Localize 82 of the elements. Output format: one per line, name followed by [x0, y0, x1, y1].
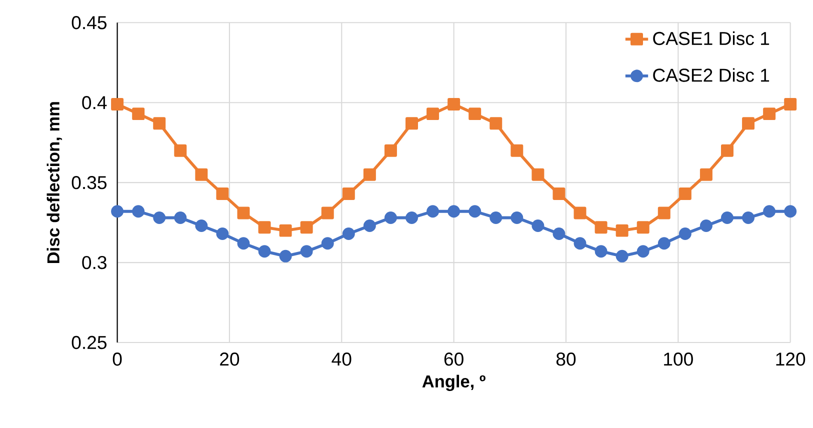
- point: [384, 144, 397, 157]
- point: [574, 237, 586, 250]
- point: [195, 220, 208, 232]
- point: [174, 144, 187, 157]
- point: [490, 212, 502, 224]
- point: [448, 205, 460, 218]
- point: [237, 206, 250, 220]
- point: [426, 205, 440, 218]
- point: [510, 144, 524, 157]
- point: [552, 228, 566, 240]
- point: [406, 212, 418, 224]
- point: [742, 117, 755, 130]
- point: [468, 205, 482, 218]
- point: [258, 221, 271, 234]
- point: [216, 188, 229, 200]
- point: [321, 206, 334, 220]
- x-tick-label: 100: [664, 352, 693, 366]
- point: [406, 117, 418, 130]
- y-tick-label: 0.25: [72, 336, 106, 350]
- x-tick-label: 120: [776, 352, 806, 366]
- point: [363, 168, 376, 181]
- point: [363, 220, 376, 232]
- point: [174, 212, 187, 224]
- point: [658, 237, 670, 250]
- point: [510, 212, 524, 224]
- point: [279, 250, 292, 262]
- x-axis-title: Angle, º: [422, 374, 486, 392]
- y-tick-label: 0.45: [72, 16, 106, 30]
- point: [153, 212, 166, 224]
- point: [216, 228, 229, 240]
- legend-label: CASE2 Disc 1: [653, 68, 770, 82]
- point: [426, 108, 440, 120]
- point: [700, 168, 712, 181]
- point: [153, 117, 166, 130]
- point: [574, 206, 586, 220]
- point: [195, 168, 208, 181]
- point: [237, 237, 250, 250]
- point: [678, 188, 692, 200]
- point: [448, 98, 460, 111]
- x-tick-label: 20: [220, 352, 240, 366]
- x-tick-label: 0: [112, 352, 122, 366]
- x-tick-label: 60: [444, 352, 464, 366]
- y-tick-label: 0.4: [82, 96, 107, 110]
- x-tick-label: 40: [332, 352, 352, 366]
- y-tick-label: 0.3: [82, 256, 106, 270]
- legend-label: CASE1 Disc 1: [653, 32, 770, 46]
- point: [532, 220, 544, 232]
- point: [616, 250, 628, 262]
- point: [532, 168, 544, 181]
- point: [490, 117, 502, 130]
- point: [342, 188, 355, 200]
- point: [594, 245, 608, 258]
- point: [300, 245, 313, 258]
- point: [658, 206, 670, 220]
- point: [132, 205, 145, 218]
- point: [111, 205, 124, 218]
- point: [300, 221, 313, 234]
- point: [342, 228, 355, 240]
- point: [552, 188, 566, 200]
- point: [636, 221, 650, 234]
- point: [384, 212, 397, 224]
- point: [258, 245, 271, 258]
- x-tick-label: 80: [556, 352, 576, 366]
- point: [763, 108, 776, 120]
- point: [594, 221, 608, 234]
- point: [636, 245, 650, 258]
- y-axis-title: Disc deflection, mm: [46, 102, 62, 264]
- point: [784, 205, 797, 218]
- point: [721, 144, 734, 157]
- point: [616, 224, 628, 237]
- point: [678, 228, 692, 240]
- point: [742, 212, 755, 224]
- point: [279, 224, 292, 237]
- y-tick-label: 0.35: [72, 176, 106, 190]
- point: [763, 205, 776, 218]
- point: [111, 98, 124, 111]
- point: [784, 98, 797, 111]
- point: [132, 108, 145, 120]
- point: [321, 237, 334, 250]
- point: [468, 108, 482, 120]
- point: [721, 212, 734, 224]
- point: [700, 220, 712, 232]
